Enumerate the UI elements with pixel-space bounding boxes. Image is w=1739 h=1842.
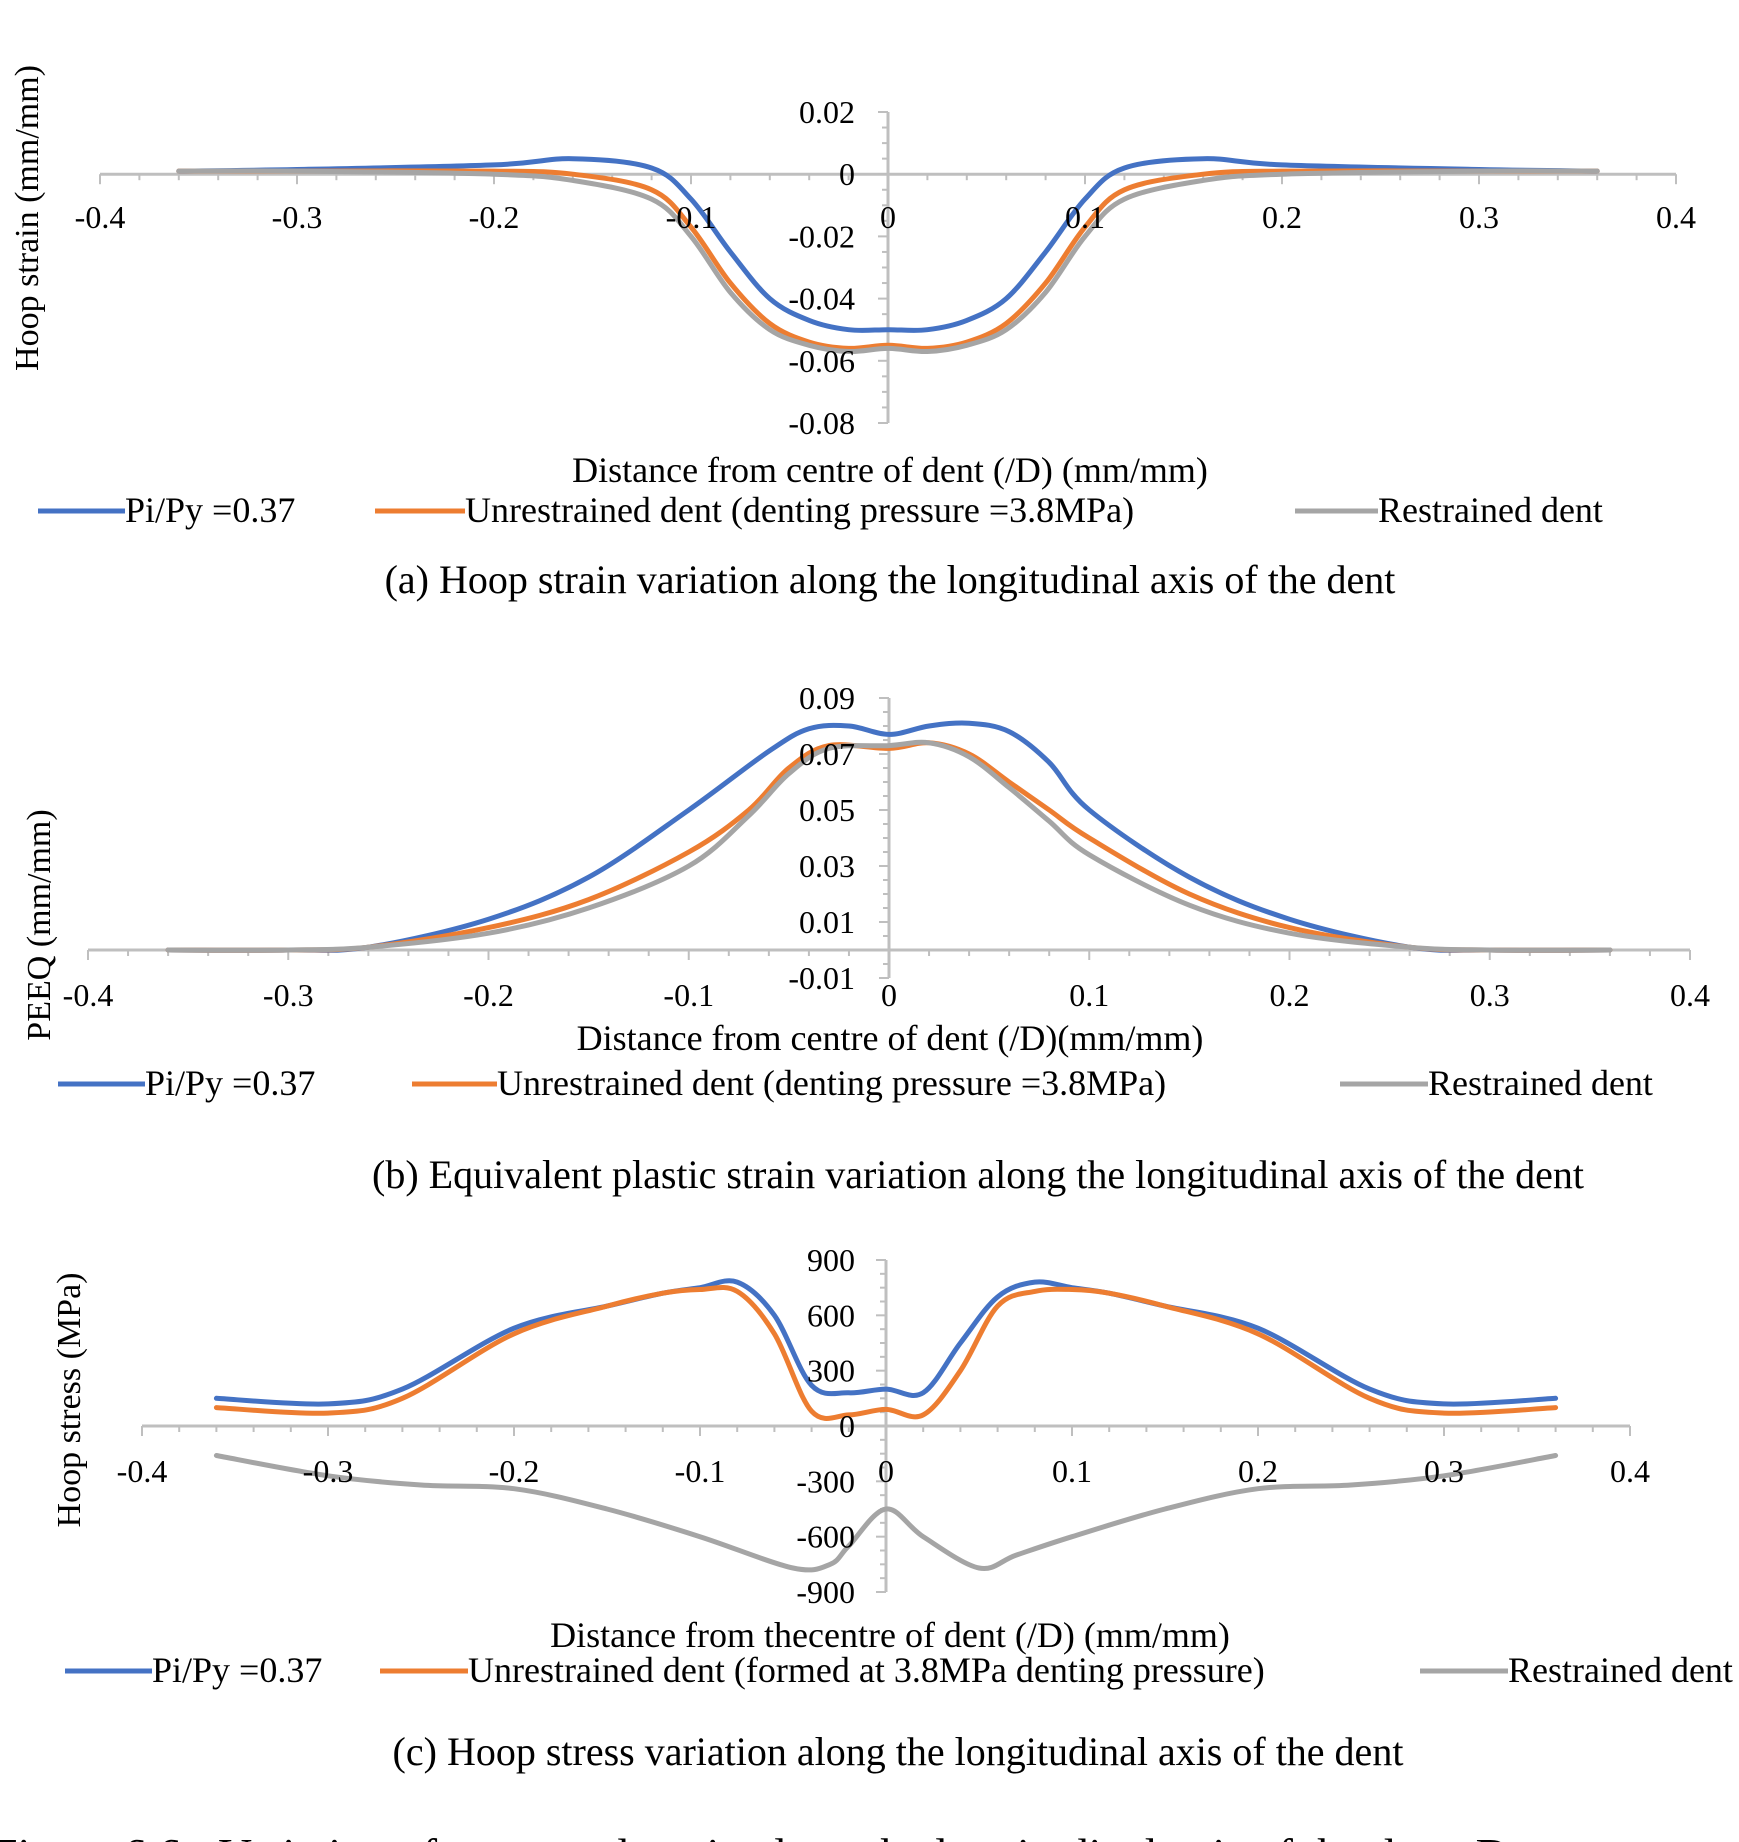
- y-tick-label: -900: [796, 1574, 855, 1610]
- x-tick-label: 0.4: [1656, 199, 1696, 235]
- legend-label-1: Pi/Py =0.37: [145, 1063, 315, 1103]
- legend-label-3: Restrained dent: [1508, 1650, 1733, 1690]
- chart-panel-c: -0.4 -0.3 -0.2 -0.1 0 0.1 0.2 0.3 0.49006003000-…: [51, 1242, 1733, 1774]
- legend-label-3: Restrained dent: [1428, 1063, 1653, 1103]
- series-line-3: [213, 1453, 1559, 1573]
- x-tick-label: -0.4: [117, 1453, 168, 1489]
- y-tick-label: 600: [807, 1297, 855, 1333]
- y-tick-label: -0.01: [788, 960, 855, 996]
- y-axis-title: Hoop stress (MPa): [51, 1273, 88, 1528]
- x-axis-title: Distance from thecentre of dent (/D) (mm…: [550, 1615, 1230, 1655]
- y-tick-label: 0.05: [799, 792, 855, 828]
- x-tick-label: 0.2: [1238, 1453, 1278, 1489]
- x-axis-title: Distance from centre of dent (/D)(mm/mm): [577, 1018, 1204, 1058]
- y-tick-label: -300: [796, 1463, 855, 1499]
- y-tick-label: 900: [807, 1242, 855, 1278]
- y-tick-label: 0.07: [799, 736, 855, 772]
- y-tick-label: 0: [839, 156, 855, 192]
- series-line-1: [165, 720, 1613, 953]
- x-tick-label: 0.4: [1610, 1453, 1650, 1489]
- x-tick-label: 0: [881, 977, 897, 1013]
- x-tick-label: -0.3: [263, 977, 314, 1013]
- x-tick-label: 0.2: [1270, 977, 1310, 1013]
- y-tick-label: 0.02: [799, 94, 855, 130]
- panel-caption-c: (c) Hoop stress variation along the long…: [393, 1729, 1404, 1774]
- x-tick-label: -0.3: [303, 1453, 354, 1489]
- y-tick-label: -0.02: [788, 218, 855, 254]
- chart-panel-b: -0.4 -0.3 -0.2 -0.1 0 0.1 0.2 0.3 0.4 0.09 0.07 0.0…: [21, 680, 1710, 1197]
- y-tick-label: -600: [796, 1519, 855, 1555]
- x-tick-label: 0: [880, 199, 896, 235]
- x-tick-label: 0.1: [1052, 1453, 1092, 1489]
- series-line-1: [213, 1278, 1559, 1407]
- chart-panel-a: -0.4 -0.3 -0.2 -0.1 0 0.1 0.2 0.3 0.4 0.02 0 -0.02 -…: [9, 65, 1696, 602]
- panel-caption-a: (a) Hoop strain variation along the long…: [385, 557, 1396, 602]
- x-tick-label: 0: [878, 1453, 894, 1489]
- series-line-2: [213, 1284, 1559, 1421]
- y-axis-title: Hoop strain (mm/mm): [9, 65, 46, 371]
- legend-label-1: Pi/Py =0.37: [152, 1650, 322, 1690]
- x-tick-label: -0.2: [463, 977, 514, 1013]
- x-tick-label: 0.3: [1424, 1453, 1464, 1489]
- x-tick-label: 0.1: [1069, 977, 1109, 1013]
- series-line-3: [176, 168, 1600, 355]
- x-tick-label: -0.1: [663, 977, 714, 1013]
- x-tick-label: -0.2: [469, 199, 520, 235]
- y-tick-label: -0.04: [788, 281, 855, 317]
- series-line-3: [165, 739, 1613, 953]
- legend-label-2: Unrestrained dent (formed at 3.8MPa dent…: [468, 1650, 1265, 1690]
- x-tick-label: 0.4: [1670, 977, 1710, 1013]
- x-tick-label: -0.3: [272, 199, 323, 235]
- y-tick-label: 0.09: [799, 680, 855, 716]
- x-tick-label: -0.4: [75, 199, 126, 235]
- series-line-2: [176, 168, 1600, 351]
- legend-label-1: Pi/Py =0.37: [125, 490, 295, 530]
- x-tick-label: 0.1: [1065, 199, 1105, 235]
- y-tick-label: 0.03: [799, 848, 855, 884]
- legend-label-3: Restrained dent: [1378, 490, 1603, 530]
- y-tick-label: 0.01: [799, 904, 855, 940]
- legend-label-2: Unrestrained dent (denting pressure =3.8…: [497, 1063, 1166, 1103]
- x-tick-label: -0.2: [489, 1453, 540, 1489]
- series-line-1: [176, 156, 1600, 333]
- x-axis-title: Distance from centre of dent (/D) (mm/mm…: [572, 450, 1208, 490]
- y-axis-title: PEEQ (mm/mm): [21, 809, 58, 1040]
- panel-caption-b: (b) Equivalent plastic strain variation …: [372, 1152, 1584, 1197]
- x-tick-label: -0.1: [666, 199, 717, 235]
- y-tick-label: 300: [807, 1353, 855, 1389]
- x-tick-label: -0.1: [675, 1453, 726, 1489]
- figure-caption: Figure 6.6 - Variation of stress and str…: [0, 1829, 1552, 1842]
- x-tick-label: -0.4: [63, 977, 114, 1013]
- x-tick-label: 0.3: [1470, 977, 1510, 1013]
- y-tick-label: -0.06: [788, 343, 855, 379]
- y-tick-label: 0: [839, 1408, 855, 1444]
- legend-label-2: Unrestrained dent (denting pressure =3.8…: [465, 490, 1134, 530]
- y-tick-label: -0.08: [788, 405, 855, 441]
- x-tick-label: 0.3: [1459, 199, 1499, 235]
- x-tick-label: 0.2: [1262, 199, 1302, 235]
